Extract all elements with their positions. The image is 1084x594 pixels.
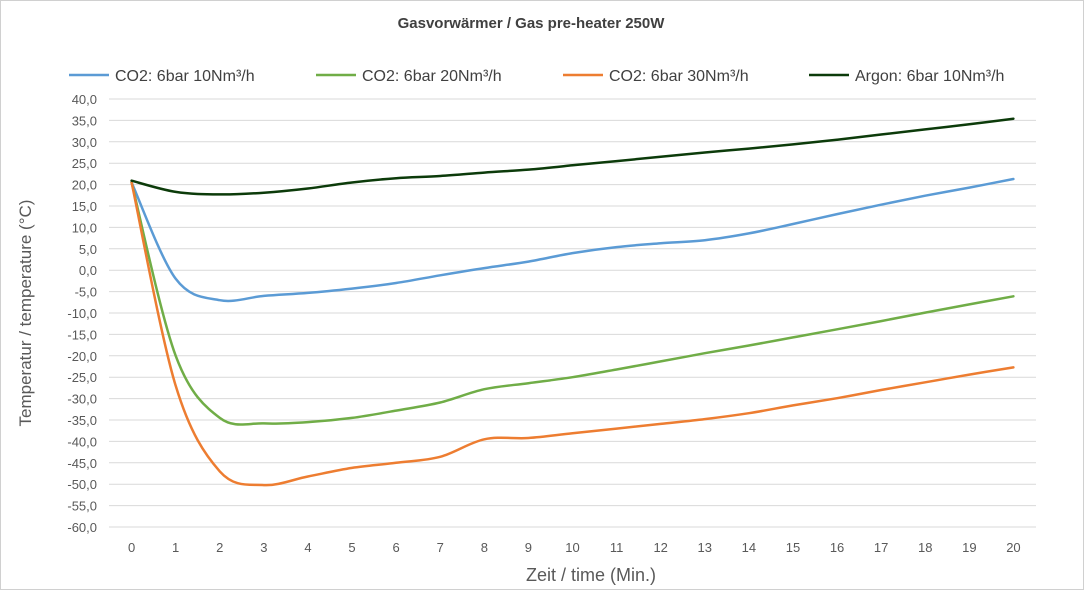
- x-tick-label: 0: [128, 540, 135, 555]
- y-tick-label: -5,0: [75, 285, 97, 300]
- y-axis-ticks: 40,0 35,0 30,0 25,0 20,0 15,0 10,0 5,0 0,0 -5,0 -1…: [67, 92, 97, 535]
- y-tick-label: -45,0: [67, 456, 97, 471]
- y-tick-label: -25,0: [67, 370, 97, 385]
- x-tick-label: 19: [962, 540, 976, 555]
- x-tick-label: 2: [216, 540, 223, 555]
- y-tick-label: 30,0: [72, 135, 97, 150]
- x-axis-ticks: 0 1 2 3 4 5 6 7 8 9 10 11 12 13 14 15 16 17 18 19 20: [128, 540, 1021, 555]
- x-tick-label: 5: [348, 540, 355, 555]
- y-tick-label: 25,0: [72, 156, 97, 171]
- x-tick-label: 18: [918, 540, 932, 555]
- y-tick-label: 15,0: [72, 199, 97, 214]
- x-tick-label: 7: [437, 540, 444, 555]
- x-tick-label: 15: [786, 540, 800, 555]
- x-tick-label: 17: [874, 540, 888, 555]
- y-tick-label: 10,0: [72, 220, 97, 235]
- x-tick-label: 3: [260, 540, 267, 555]
- y-tick-label: -10,0: [67, 306, 97, 321]
- x-tick-label: 4: [304, 540, 311, 555]
- y-tick-label: 20,0: [72, 178, 97, 193]
- legend-label-1: CO2: 6bar 10Nm³/h: [115, 68, 255, 85]
- legend-label-4: Argon: 6bar 10Nm³/h: [855, 68, 1004, 85]
- y-tick-label: -60,0: [67, 520, 97, 535]
- chart-title: Gasvorwärmer / Gas pre-heater 250W: [398, 15, 666, 32]
- y-axis-label: Temperatur / temperature (°C): [16, 200, 35, 427]
- x-tick-label: 10: [565, 540, 579, 555]
- y-tick-label: 0,0: [79, 263, 97, 278]
- legend-label-3: CO2: 6bar 30Nm³/h: [609, 68, 749, 85]
- x-tick-label: 12: [653, 540, 667, 555]
- x-axis-label: Zeit / time (Min.): [526, 565, 656, 585]
- y-tick-label: -50,0: [67, 477, 97, 492]
- x-tick-label: 8: [481, 540, 488, 555]
- y-tick-label: -55,0: [67, 499, 97, 514]
- series-line-2: [130, 181, 1015, 426]
- x-tick-label: 13: [698, 540, 712, 555]
- x-tick-label: 9: [525, 540, 532, 555]
- x-tick-label: 14: [742, 540, 756, 555]
- y-tick-label: 35,0: [72, 113, 97, 128]
- legend: CO2: 6bar 10Nm³/h CO2: 6bar 20Nm³/h CO2: 6…: [69, 68, 1004, 85]
- y-tick-label: -35,0: [67, 413, 97, 428]
- y-tick-label: -15,0: [67, 327, 97, 342]
- x-tick-label: 20: [1006, 540, 1020, 555]
- legend-label-2: CO2: 6bar 20Nm³/h: [362, 68, 502, 85]
- y-tick-label: -30,0: [67, 392, 97, 407]
- y-tick-label: 5,0: [79, 242, 97, 257]
- x-tick-label: 6: [393, 540, 400, 555]
- x-tick-label: 1: [172, 540, 179, 555]
- series-line-1: [130, 177, 1015, 303]
- y-tick-label: 40,0: [72, 92, 97, 107]
- series-line-3: [130, 181, 1015, 487]
- x-tick-label: 11: [610, 540, 624, 555]
- y-tick-label: -20,0: [67, 349, 97, 364]
- x-tick-label: 16: [830, 540, 844, 555]
- series-lines: [130, 117, 1015, 487]
- series-line-4: [130, 117, 1015, 196]
- gridlines: [109, 98, 1036, 528]
- y-tick-label: -40,0: [67, 434, 97, 449]
